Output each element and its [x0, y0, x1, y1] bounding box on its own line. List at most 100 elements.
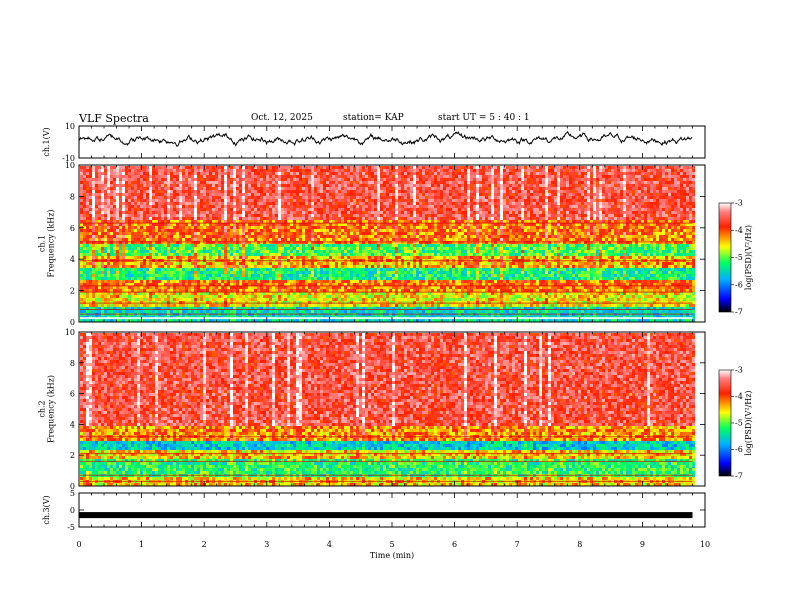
spectro-cell: [89, 187, 92, 190]
spectro-cell: [293, 187, 296, 190]
spectro-cell: [278, 298, 281, 301]
spectro-cell: [167, 238, 170, 241]
spectro-cell: [176, 172, 179, 175]
spectro-cell: [128, 187, 131, 190]
spectro-cell: [245, 235, 248, 238]
spectro-cell: [194, 256, 197, 259]
spectro-cell: [200, 208, 203, 211]
spectro-cell: [227, 250, 230, 253]
spectro-cell: [311, 181, 314, 184]
spectro-cell: [287, 208, 290, 211]
spectro-cell: [152, 292, 155, 295]
spectro-cell: [227, 283, 230, 286]
spectro-cell: [302, 175, 305, 178]
spectro-cell: [164, 175, 167, 178]
spectro-cell: [362, 235, 365, 238]
spectro-cell: [170, 268, 173, 271]
spectro-cell: [164, 307, 167, 310]
spectro-cell: [323, 310, 326, 313]
spectro-cell: [191, 280, 194, 283]
spectro-cell: [257, 247, 260, 250]
spectro-cell: [194, 214, 197, 217]
spectro-cell: [341, 295, 344, 298]
spectro-cell: [158, 211, 161, 214]
spectro-cell: [137, 214, 140, 217]
spectro-cell: [128, 310, 131, 313]
spectro-cell: [107, 178, 110, 181]
spectro-cell: [350, 178, 353, 181]
spectro-cell: [182, 226, 185, 229]
spectro-cell: [215, 235, 218, 238]
spectro-cell: [236, 301, 239, 304]
spectro-cell: [158, 289, 161, 292]
spectro-cell: [248, 295, 251, 298]
spectro-cell: [185, 283, 188, 286]
spectro-cell: [101, 199, 104, 202]
spectro-cell: [335, 229, 338, 232]
spectro-cell: [197, 319, 200, 322]
spectro-cell: [86, 172, 89, 175]
spectro-cell: [152, 241, 155, 244]
spectro-cell: [188, 280, 191, 283]
spectro-cell: [299, 208, 302, 211]
spectro-cell: [203, 262, 206, 265]
spectro-cell: [146, 289, 149, 292]
spectro-cell: [335, 187, 338, 190]
spectro-cell: [173, 247, 176, 250]
spectro-cell: [194, 223, 197, 226]
spectro-cell: [188, 181, 191, 184]
spectro-cell: [326, 265, 329, 268]
spectro-cell: [146, 175, 149, 178]
spectro-cell: [314, 226, 317, 229]
spectro-cell: [98, 304, 101, 307]
spectro-cell: [323, 178, 326, 181]
spectro-cell: [143, 178, 146, 181]
spectro-cell: [176, 190, 179, 193]
spectro-cell: [302, 229, 305, 232]
spectro-cell: [347, 199, 350, 202]
spectro-cell: [308, 199, 311, 202]
spectro-cell: [176, 232, 179, 235]
spectro-cell: [263, 265, 266, 268]
spectro-cell: [83, 181, 86, 184]
spectro-cell: [122, 319, 125, 322]
spectro-cell: [236, 298, 239, 301]
spectro-cell: [131, 265, 134, 268]
spectro-cell: [323, 205, 326, 208]
spectro-cell: [113, 229, 116, 232]
spectro-cell: [263, 307, 266, 310]
spectro-cell: [149, 208, 152, 211]
spectro-cell: [104, 199, 107, 202]
spectro-cell: [233, 250, 236, 253]
spectro-cell: [251, 214, 254, 217]
spectro-cell: [137, 229, 140, 232]
spectro-cell: [203, 253, 206, 256]
spectro-cell: [110, 175, 113, 178]
spectro-cell: [329, 307, 332, 310]
spectro-cell: [200, 289, 203, 292]
spectro-cell: [209, 208, 212, 211]
spectro-cell: [326, 166, 329, 169]
spectro-cell: [332, 265, 335, 268]
spectro-cell: [269, 310, 272, 313]
spectro-cell: [305, 283, 308, 286]
spectro-cell: [191, 301, 194, 304]
spectro-cell: [356, 244, 359, 247]
spectro-cell: [197, 223, 200, 226]
spectro-cell: [95, 217, 98, 220]
spectro-cell: [146, 226, 149, 229]
spectro-cell: [146, 193, 149, 196]
spectro-cell: [194, 202, 197, 205]
spectro-cell: [314, 187, 317, 190]
spectro-cell: [113, 193, 116, 196]
spectro-cell: [194, 268, 197, 271]
spectro-cell: [149, 175, 152, 178]
spectro-cell: [128, 250, 131, 253]
spectro-cell: [341, 274, 344, 277]
spectro-cell: [206, 229, 209, 232]
spectro-cell: [188, 283, 191, 286]
spectro-cell: [272, 205, 275, 208]
spectro-cell: [353, 262, 356, 265]
spectro-cell: [359, 172, 362, 175]
spectro-cell: [200, 286, 203, 289]
